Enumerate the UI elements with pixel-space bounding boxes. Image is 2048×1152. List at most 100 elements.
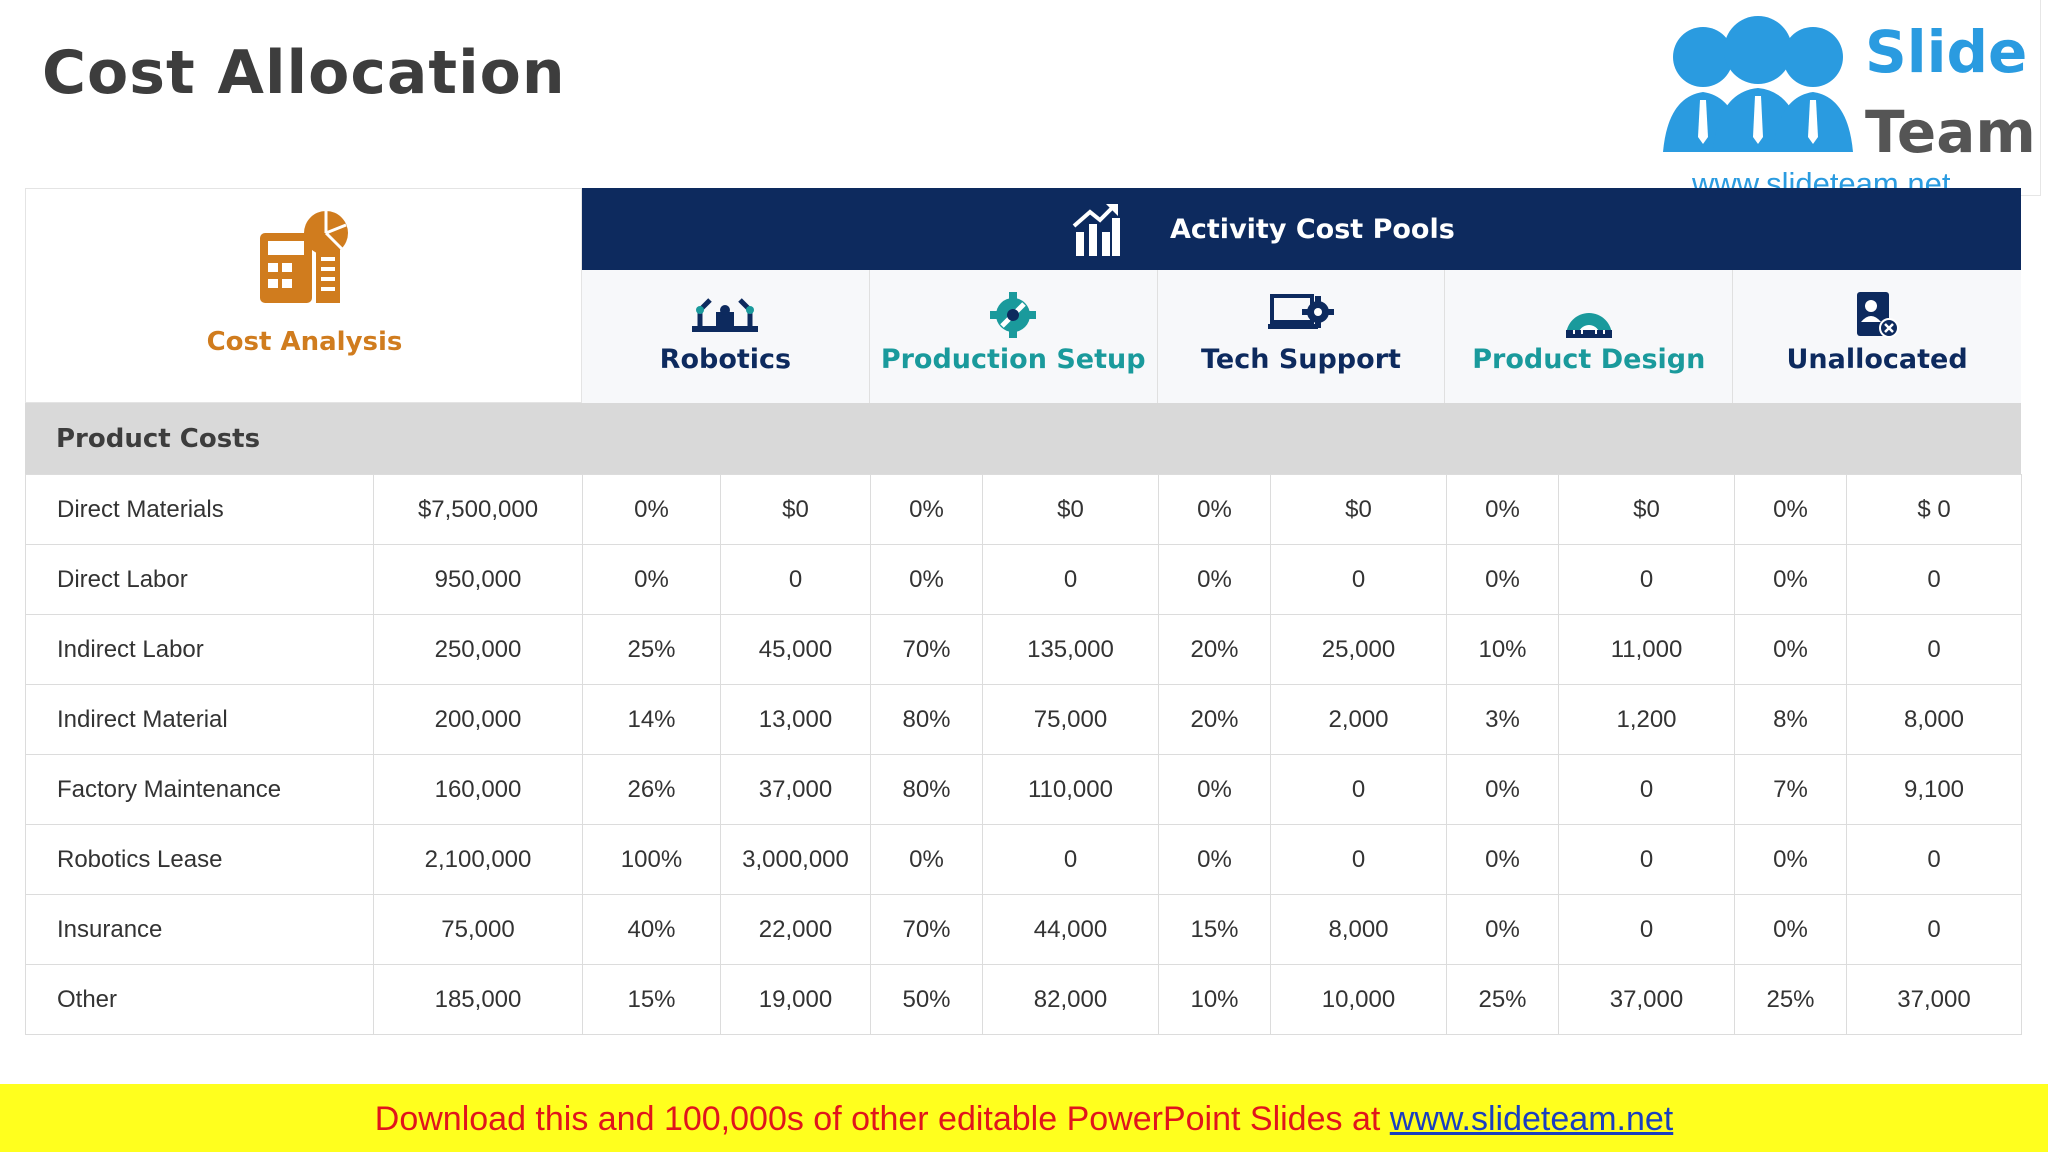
allocation-amount-cell: 0 — [720, 544, 871, 615]
row-name-cell: Factory Maintenance — [25, 754, 374, 825]
allocation-percent-cell: 0% — [1734, 474, 1847, 545]
allocation-amount-cell: 0 — [1846, 824, 2022, 895]
allocation-amount-cell: $0 — [720, 474, 871, 545]
table-row: Other 185,000 15% 19,000 50% 82,000 10% 10,000 2… — [25, 964, 2022, 1035]
product-costs-section-header: Product Costs — [25, 403, 2021, 474]
activity-unallocated-header: Unallocated — [1733, 270, 2021, 403]
allocation-percent-cell: 15% — [582, 964, 721, 1035]
allocation-percent-cell: 0% — [870, 544, 983, 615]
allocation-amount-cell: 0 — [1558, 754, 1735, 825]
row-name-cell: Robotics Lease — [25, 824, 374, 895]
allocation-percent-cell: 7% — [1734, 754, 1847, 825]
allocation-percent-cell: 25% — [1446, 964, 1559, 1035]
row-total-cell: $7,500,000 — [373, 474, 583, 545]
allocation-amount-cell: 44,000 — [982, 894, 1159, 965]
protractor-icon — [1565, 313, 1612, 338]
logo-word-team: Team — [1865, 98, 2036, 166]
activity-unallocated-label: Unallocated — [1786, 344, 1968, 375]
people-logo-icon — [1663, 16, 1853, 152]
allocation-amount-cell: 8,000 — [1846, 684, 2022, 755]
allocation-percent-cell: 20% — [1158, 684, 1271, 755]
allocation-percent-cell: 0% — [1446, 824, 1559, 895]
allocation-amount-cell: 45,000 — [720, 614, 871, 685]
allocation-amount-cell: 9,100 — [1846, 754, 2022, 825]
allocation-amount-cell: 0 — [1846, 894, 2022, 965]
table-row: Indirect Material 200,000 14% 13,000 80% 75,0… — [25, 684, 2022, 755]
allocation-percent-cell: 3% — [1446, 684, 1559, 755]
robot-arms-icon — [692, 298, 759, 332]
product-costs-table: Direct Materials $7,500,000 0% $0 0% $0 0% $0 0%… — [25, 474, 2022, 1035]
row-total-cell: 2,100,000 — [373, 824, 583, 895]
allocation-percent-cell: 25% — [1734, 964, 1847, 1035]
allocation-amount-cell: 0 — [1270, 824, 1447, 895]
allocation-amount-cell: 82,000 — [982, 964, 1159, 1035]
allocation-percent-cell: 0% — [582, 474, 721, 545]
row-name-cell: Direct Labor — [25, 544, 374, 615]
allocation-percent-cell: 0% — [582, 544, 721, 615]
download-banner: Download this and 100,000s of other edit… — [0, 1084, 2048, 1152]
allocation-percent-cell: 0% — [870, 474, 983, 545]
row-total-cell: 950,000 — [373, 544, 583, 615]
table-row: Direct Labor 950,000 0% 0 0% 0 0% 0 0% 0 0% 0 — [25, 544, 2022, 615]
allocation-amount-cell: 0 — [982, 824, 1159, 895]
allocation-percent-cell: 0% — [1734, 544, 1847, 615]
allocation-percent-cell: 20% — [1158, 614, 1271, 685]
allocation-percent-cell: 0% — [1446, 474, 1559, 545]
allocation-amount-cell: 0 — [1558, 544, 1735, 615]
document-cancel-icon — [1857, 292, 1900, 338]
allocation-percent-cell: 0% — [1158, 824, 1271, 895]
allocation-percent-cell: 0% — [1446, 544, 1559, 615]
allocation-percent-cell: 70% — [870, 614, 983, 685]
cost-allocation-table: Cost Analysis Activity Cost Pools Roboti… — [25, 188, 2022, 1043]
allocation-amount-cell: 37,000 — [1558, 964, 1735, 1035]
allocation-percent-cell: 100% — [582, 824, 721, 895]
cost-analysis-label: Cost Analysis — [206, 327, 403, 357]
allocation-amount-cell: 0 — [982, 544, 1159, 615]
row-name-cell: Indirect Material — [25, 684, 374, 755]
allocation-amount-cell: 37,000 — [720, 754, 871, 825]
row-total-cell: 75,000 — [373, 894, 583, 965]
row-name-cell: Other — [25, 964, 374, 1035]
allocation-amount-cell: $0 — [982, 474, 1159, 545]
allocation-amount-cell: 11,000 — [1558, 614, 1735, 685]
allocation-amount-cell: 0 — [1846, 614, 2022, 685]
cost-analysis-header: Cost Analysis — [25, 188, 582, 403]
bar-chart-trend-icon — [1072, 204, 1120, 256]
row-name-cell: Insurance — [25, 894, 374, 965]
allocation-percent-cell: 0% — [1158, 474, 1271, 545]
allocation-amount-cell: 22,000 — [720, 894, 871, 965]
allocation-amount-cell: $0 — [1558, 474, 1735, 545]
activity-cost-pools-banner: Activity Cost Pools — [582, 188, 2021, 270]
allocation-percent-cell: 0% — [1158, 544, 1271, 615]
allocation-percent-cell: 0% — [1158, 754, 1271, 825]
allocation-percent-cell: 80% — [870, 754, 983, 825]
activity-robotics-header: Robotics — [582, 270, 870, 403]
page-title: Cost Allocation — [42, 38, 566, 108]
allocation-amount-cell: 13,000 — [720, 684, 871, 755]
allocation-amount-cell: 0 — [1558, 824, 1735, 895]
allocation-amount-cell: 3,000,000 — [720, 824, 871, 895]
allocation-amount-cell: 37,000 — [1846, 964, 2022, 1035]
banner-link[interactable]: www.slideteam.net — [1389, 1100, 1674, 1138]
allocation-amount-cell: 1,200 — [1558, 684, 1735, 755]
download-banner-text: Download this and 100,000s of other edit… — [0, 1100, 2048, 1139]
allocation-percent-cell: 0% — [1446, 754, 1559, 825]
activity-production-setup-label: Production Setup — [880, 344, 1146, 375]
banner-message: Download this and 100,000s of other edit… — [374, 1100, 1390, 1138]
allocation-percent-cell: 14% — [582, 684, 721, 755]
allocation-percent-cell: 8% — [1734, 684, 1847, 755]
allocation-amount-cell: 2,000 — [1270, 684, 1447, 755]
computer-gear-icon — [1267, 294, 1334, 329]
activity-tech-support-label: Tech Support — [1201, 344, 1401, 375]
allocation-amount-cell: 0 — [1558, 894, 1735, 965]
table-row: Insurance 75,000 40% 22,000 70% 44,000 15% 8,00… — [25, 894, 2022, 965]
table-row: Factory Maintenance 160,000 26% 37,000 80% 11… — [25, 754, 2022, 825]
allocation-amount-cell: 0 — [1846, 544, 2022, 615]
row-name-cell: Direct Materials — [25, 474, 374, 545]
logo-word-slide: Slide — [1865, 18, 2028, 86]
activity-tech-support-header: Tech Support — [1157, 270, 1446, 403]
row-total-cell: 185,000 — [373, 964, 583, 1035]
row-total-cell: 250,000 — [373, 614, 583, 685]
allocation-percent-cell: 15% — [1158, 894, 1271, 965]
slideteam-logo[interactable]: Slide Team www.slideteam.net — [1640, 0, 2041, 201]
